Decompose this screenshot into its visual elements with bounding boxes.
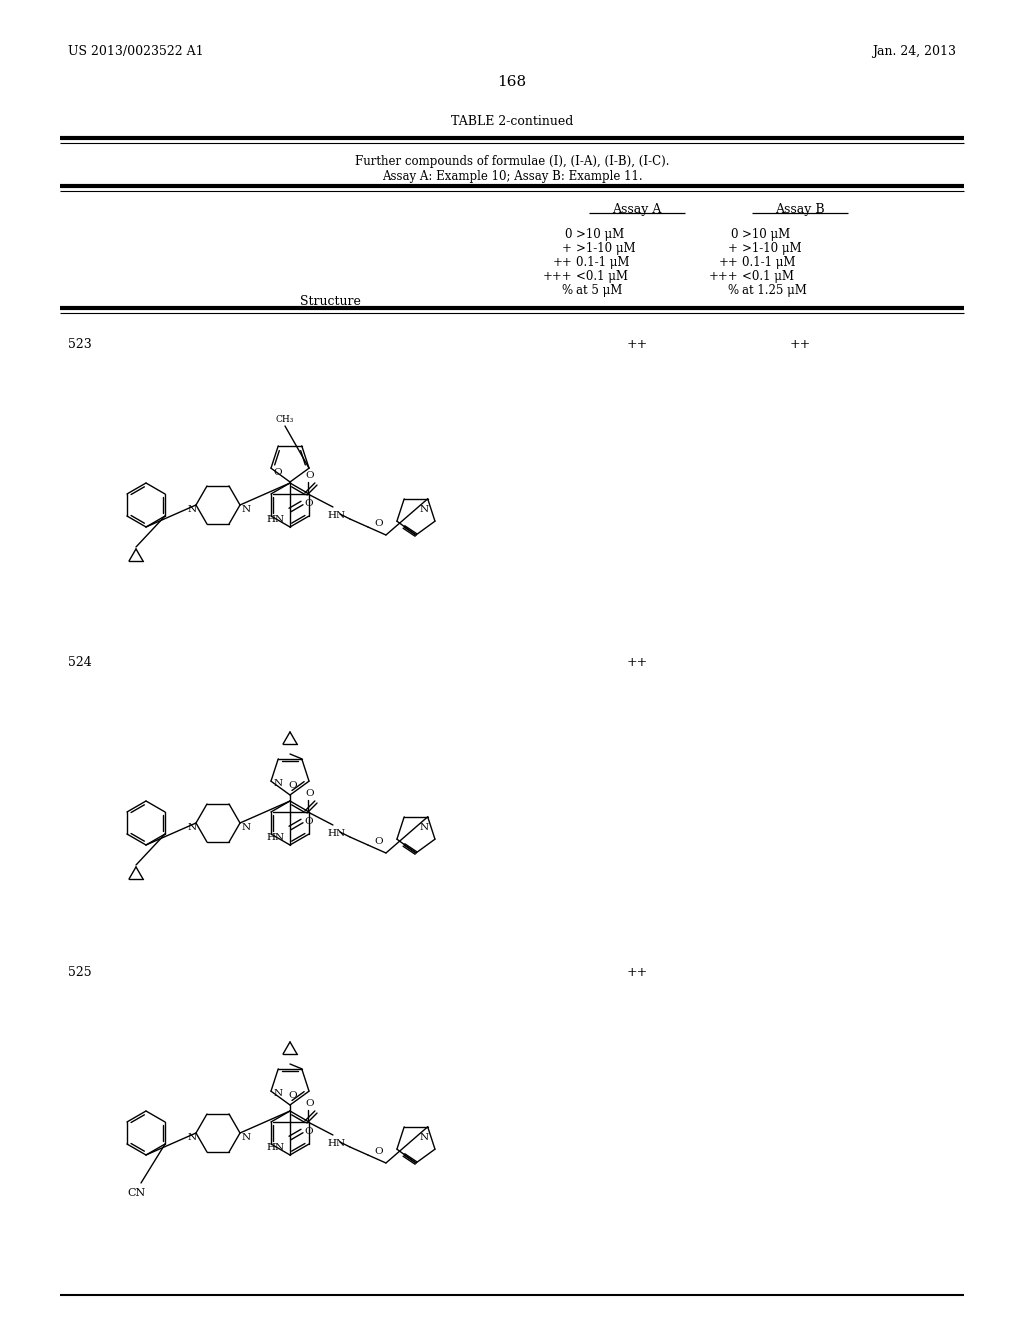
Text: O: O	[304, 1127, 312, 1137]
Text: HN: HN	[267, 833, 285, 842]
Text: ++: ++	[790, 338, 811, 351]
Text: Assay B: Assay B	[775, 203, 824, 216]
Text: O: O	[289, 780, 297, 789]
Text: at 1.25 μM: at 1.25 μM	[742, 284, 807, 297]
Text: HN: HN	[328, 511, 346, 520]
Text: N: N	[419, 1133, 428, 1142]
Text: ++: ++	[718, 256, 738, 269]
Text: <0.1 μM: <0.1 μM	[575, 271, 628, 282]
Text: O: O	[375, 837, 383, 846]
Text: N: N	[274, 779, 283, 788]
Text: 525: 525	[68, 966, 91, 979]
Text: Further compounds of formulae (I), (I-A), (I-B), (I-C).: Further compounds of formulae (I), (I-A)…	[354, 154, 670, 168]
Text: 0: 0	[730, 228, 738, 242]
Text: >10 μM: >10 μM	[742, 228, 791, 242]
Text: ++: ++	[627, 338, 647, 351]
Text: Jan. 24, 2013: Jan. 24, 2013	[872, 45, 956, 58]
Text: ++: ++	[552, 256, 572, 269]
Text: +++: +++	[543, 271, 572, 282]
Text: N: N	[242, 1133, 251, 1142]
Text: O: O	[375, 1147, 383, 1156]
Text: N: N	[419, 504, 428, 513]
Text: O: O	[304, 499, 312, 508]
Text: Assay A: Assay A	[612, 203, 662, 216]
Text: 168: 168	[498, 75, 526, 88]
Text: O: O	[375, 519, 383, 528]
Text: O: O	[289, 1090, 297, 1100]
Text: 0.1-1 μM: 0.1-1 μM	[742, 256, 796, 269]
Text: N: N	[274, 1089, 283, 1098]
Text: Assay A: Example 10; Assay B: Example 11.: Assay A: Example 10; Assay B: Example 11…	[382, 170, 642, 183]
Text: 0: 0	[564, 228, 572, 242]
Text: +: +	[562, 242, 572, 255]
Text: N: N	[188, 504, 198, 513]
Text: >1-10 μM: >1-10 μM	[742, 242, 802, 255]
Text: %: %	[561, 284, 572, 297]
Text: O: O	[305, 789, 314, 799]
Text: HN: HN	[267, 515, 285, 524]
Text: O: O	[305, 471, 314, 480]
Text: 523: 523	[68, 338, 92, 351]
Text: +: +	[728, 242, 738, 255]
Text: >1-10 μM: >1-10 μM	[575, 242, 636, 255]
Text: CN: CN	[127, 1188, 145, 1199]
Text: >10 μM: >10 μM	[575, 228, 625, 242]
Text: N: N	[419, 822, 428, 832]
Text: %: %	[727, 284, 738, 297]
Text: N: N	[242, 504, 251, 513]
Text: HN: HN	[328, 829, 346, 838]
Text: at 5 μM: at 5 μM	[575, 284, 623, 297]
Text: +++: +++	[709, 271, 738, 282]
Text: CH₃: CH₃	[275, 414, 294, 424]
Text: 524: 524	[68, 656, 92, 669]
Text: 0.1-1 μM: 0.1-1 μM	[575, 256, 630, 269]
Text: HN: HN	[267, 1143, 285, 1152]
Text: ++: ++	[627, 966, 647, 979]
Text: O: O	[273, 467, 282, 477]
Text: HN: HN	[328, 1139, 346, 1148]
Text: N: N	[188, 822, 198, 832]
Text: TABLE 2-continued: TABLE 2-continued	[451, 115, 573, 128]
Text: ++: ++	[627, 656, 647, 669]
Text: O: O	[304, 817, 312, 826]
Text: O: O	[305, 1100, 314, 1107]
Text: US 2013/0023522 A1: US 2013/0023522 A1	[68, 45, 204, 58]
Text: Structure: Structure	[300, 294, 360, 308]
Text: <0.1 μM: <0.1 μM	[742, 271, 794, 282]
Text: N: N	[188, 1133, 198, 1142]
Text: N: N	[242, 822, 251, 832]
